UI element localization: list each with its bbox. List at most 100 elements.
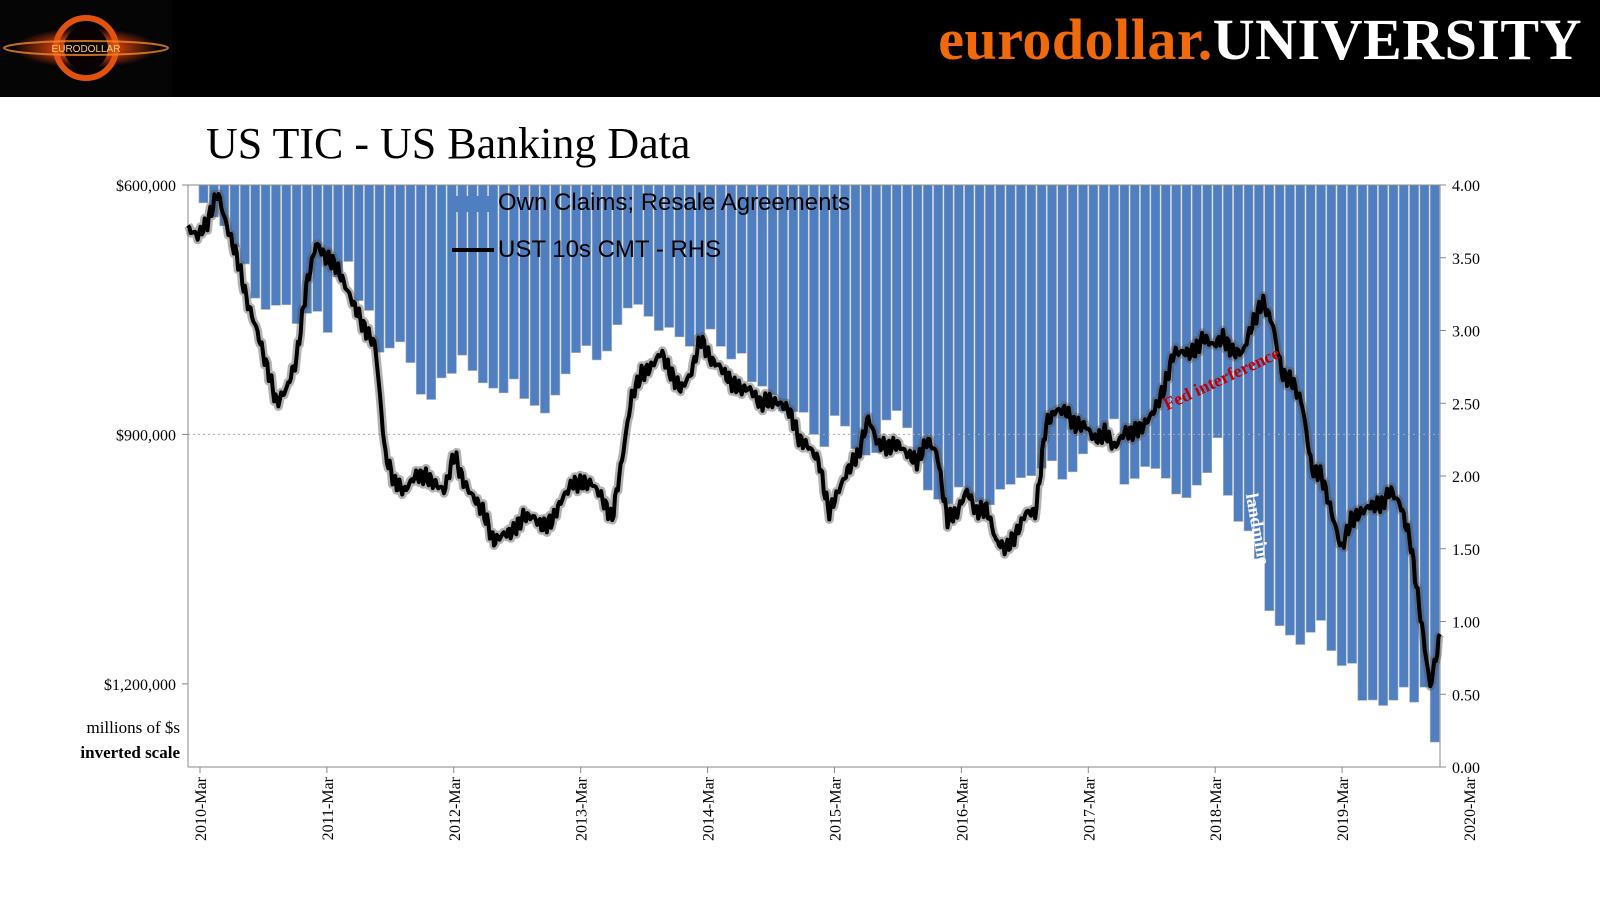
line-series (186, 192, 1442, 689)
x-tick-label: 2017-Mar (1081, 776, 1098, 841)
bar (902, 184, 912, 429)
bar (519, 184, 530, 399)
right-tick-label: 1.50 (1452, 542, 1480, 559)
left-tick-label: $1,200,000 (104, 677, 176, 694)
right-tick-label: 4.00 (1452, 178, 1480, 195)
bar (1285, 184, 1295, 636)
bar (529, 184, 540, 406)
bar (281, 184, 292, 306)
bar (850, 184, 861, 450)
bar (1305, 184, 1316, 633)
bar (1016, 184, 1026, 478)
units-note: millions of $s inverted scale (30, 715, 180, 765)
x-tick-label: 2019-Mar (1335, 776, 1352, 841)
scale-note: inverted scale (80, 743, 180, 762)
bar (550, 184, 561, 396)
bar (778, 184, 788, 412)
bar (995, 184, 1006, 490)
right-tick-label: 1.00 (1452, 615, 1480, 632)
bar (840, 184, 850, 427)
bar (291, 184, 302, 324)
bar (343, 184, 354, 262)
right-tick-label: 0.50 (1452, 687, 1480, 704)
bar (871, 184, 881, 454)
right-tick-label: 2.50 (1452, 396, 1480, 413)
legend-bar-label: Own Claims; Resale Agreements (498, 189, 850, 216)
right-axis-ticks: 4.00 3.50 3.00 2.50 2.00 1.50 1.00 0.50 0.00 (1440, 178, 1480, 777)
bar (829, 184, 840, 416)
bar (767, 184, 778, 396)
chart-title: US TIC - US Banking Data (206, 119, 691, 168)
left-tick-label: $900,000 (116, 427, 176, 444)
x-axis-ticks: 2010-Mar 2011-Mar 2012-Mar 2013-Mar 2014-Mar… (193, 767, 1479, 841)
bar (788, 184, 799, 412)
bar (974, 184, 985, 503)
units-label: millions of $s (86, 718, 180, 737)
x-tick-label: 2013-Mar (574, 776, 591, 841)
bar (1098, 184, 1109, 430)
bar (540, 184, 550, 414)
right-tick-label: 3.50 (1452, 251, 1480, 268)
bar (488, 184, 499, 389)
bar (1088, 184, 1099, 441)
bar (250, 184, 261, 299)
bar (436, 184, 447, 379)
bar (1026, 184, 1037, 476)
bar (426, 184, 437, 400)
legend: Own Claims; Resale Agreements UST 10s CM… (452, 189, 850, 263)
bar (1326, 184, 1337, 651)
logo-icon: EURODOLLAR (0, 0, 172, 97)
bar (467, 184, 478, 371)
legend-bar-swatch (452, 196, 494, 212)
bar (798, 184, 809, 413)
x-tick-label: 2010-Mar (193, 776, 210, 841)
bar (1357, 184, 1368, 701)
bar (374, 184, 385, 353)
bar (1212, 184, 1223, 439)
bar (1171, 184, 1182, 495)
bar (912, 184, 923, 452)
bar (353, 184, 364, 301)
bar (1336, 184, 1347, 666)
bar (446, 184, 457, 374)
right-tick-label: 3.00 (1452, 324, 1480, 341)
x-tick-label: 2018-Mar (1208, 776, 1225, 841)
x-tick-label: 2011-Mar (320, 776, 337, 840)
right-tick-label: 0.00 (1452, 760, 1480, 777)
bar (271, 184, 281, 306)
header-bar (0, 0, 1600, 97)
bar (405, 184, 416, 363)
bar (415, 184, 426, 395)
bar (498, 184, 509, 394)
bar (1150, 184, 1161, 469)
bar (240, 184, 250, 265)
bar (954, 184, 964, 488)
bar (964, 184, 975, 498)
bar (881, 184, 892, 421)
bar (819, 184, 830, 447)
bar (891, 184, 902, 411)
bar (1378, 184, 1388, 706)
legend-line-label: UST 10s CMT - RHS (498, 236, 721, 263)
bar (1398, 184, 1409, 688)
bar (1316, 184, 1326, 621)
x-tick-label: 2015-Mar (828, 776, 845, 841)
brand-title: eurodollar.UNIVERSITY (938, 6, 1582, 73)
left-axis-ticks: $600,000 $900,000 $1,200,000 (104, 178, 188, 694)
bar (1274, 184, 1285, 626)
x-tick-label: 2012-Mar (447, 776, 464, 841)
bar (943, 184, 954, 505)
right-tick-label: 2.00 (1452, 469, 1480, 486)
x-tick-label: 2016-Mar (954, 776, 971, 841)
brand-part1: eurodollar. (938, 7, 1213, 72)
bar (809, 184, 819, 435)
bar (1388, 184, 1399, 701)
left-tick-label: $600,000 (116, 178, 176, 195)
bar (364, 184, 374, 311)
bar (1347, 184, 1357, 664)
brand-part2: UNIVERSITY (1212, 7, 1582, 72)
svg-text:EURODOLLAR: EURODOLLAR (52, 44, 121, 55)
bar (985, 184, 995, 506)
bar (1367, 184, 1378, 701)
